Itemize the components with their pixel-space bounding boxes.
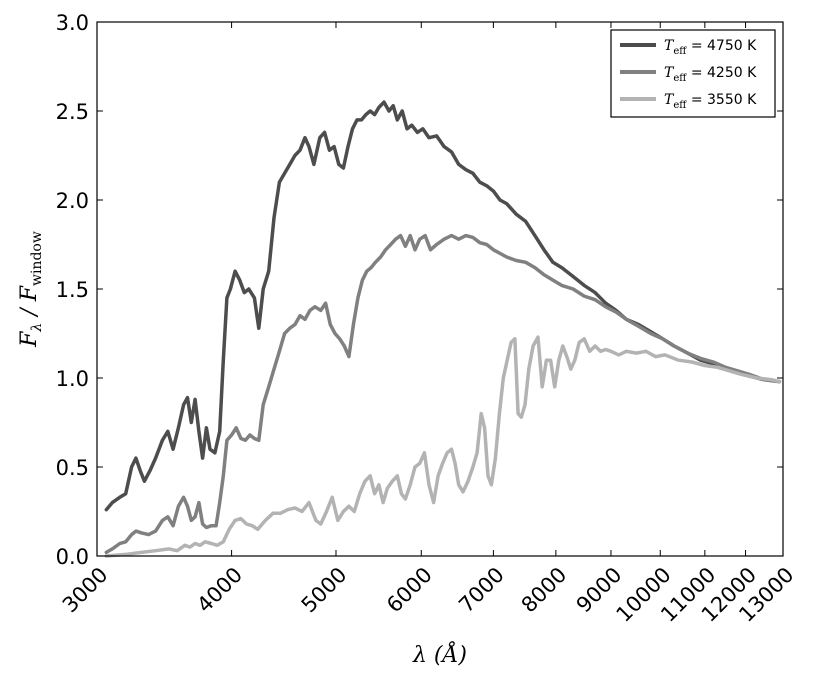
y-label-lambda: λ <box>29 323 45 333</box>
series-line-0 <box>104 100 782 512</box>
x-tick-label-1: 4000 <box>192 563 247 618</box>
y-tick-label-5: 2.5 <box>56 100 89 124</box>
y-axis-label: Fλ / Fwindow <box>17 231 45 348</box>
y-tick-label-1: 0.5 <box>56 456 89 480</box>
x-tick-label-2: 5000 <box>297 563 352 618</box>
legend-label-2: Teff = 3550 K <box>664 92 757 111</box>
y-label-window-sub: window <box>29 231 45 286</box>
series-layer <box>104 100 782 558</box>
y-label-window-f: F <box>17 285 42 302</box>
x-tick-label-5: 8000 <box>517 563 572 618</box>
x-tick-label-4: 7000 <box>454 563 509 618</box>
x-tick-label-3: 6000 <box>382 563 437 618</box>
y-tick-label-4: 2.0 <box>56 189 89 213</box>
series-line-1 <box>104 233 782 555</box>
y-tick-label-0: 0.0 <box>56 545 89 569</box>
x-tick-label-0: 3000 <box>58 563 113 618</box>
legend-label-0: Teff = 4750 K <box>664 38 757 57</box>
x-axis-label: λ (Å) <box>412 640 467 668</box>
legend: Teff = 4750 K Teff = 4250 K Teff = 3550 … <box>610 29 776 118</box>
y-label-f: F <box>17 331 42 348</box>
y-tick-label-3: 1.5 <box>56 278 89 302</box>
y-tick-label-2: 1.0 <box>56 367 89 391</box>
y-label-slash: / <box>17 301 42 322</box>
y-tick-label-6: 3.0 <box>56 11 89 35</box>
series-line-2 <box>104 335 782 558</box>
legend-label-1: Teff = 4250 K <box>664 65 757 84</box>
